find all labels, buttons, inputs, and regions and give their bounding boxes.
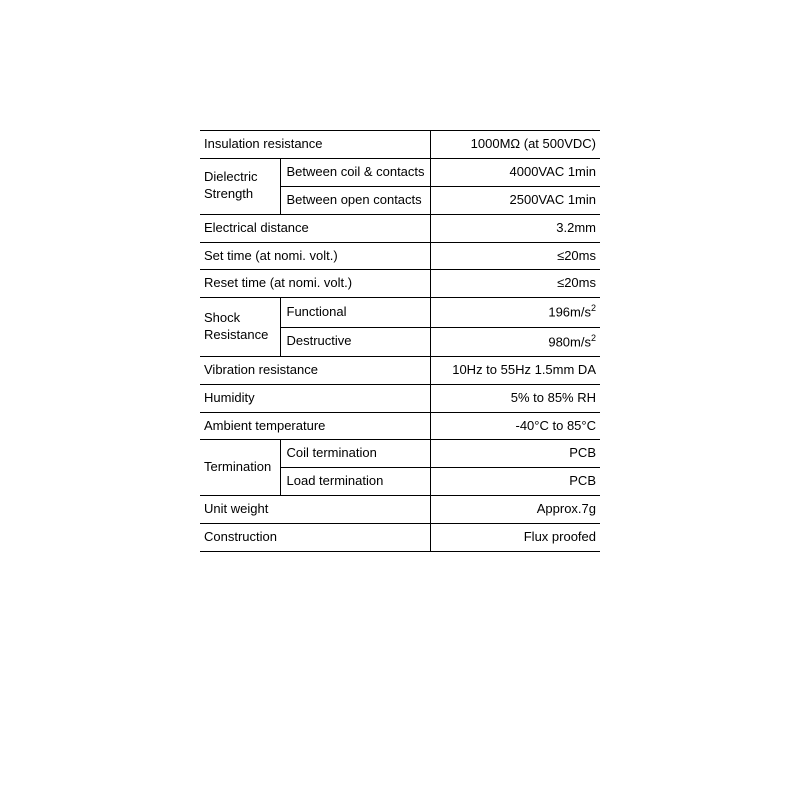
table-row: Electrical distance 3.2mm bbox=[200, 214, 600, 242]
spec-label: Set time (at nomi. volt.) bbox=[200, 242, 430, 270]
spec-value: 196m/s2 bbox=[430, 298, 600, 327]
spec-label: Electrical distance bbox=[200, 214, 430, 242]
spec-value: PCB bbox=[430, 440, 600, 468]
spec-sublabel: Coil termination bbox=[280, 440, 430, 468]
spec-label: Ambient temperature bbox=[200, 412, 430, 440]
spec-sublabel: Destructive bbox=[280, 327, 430, 356]
spec-sublabel: Load termination bbox=[280, 468, 430, 496]
spec-sublabel: Between open contacts bbox=[280, 186, 430, 214]
table-row: Set time (at nomi. volt.) ≤20ms bbox=[200, 242, 600, 270]
spec-value: -40°C to 85°C bbox=[430, 412, 600, 440]
table-row: Insulation resistance 1000MΩ (at 500VDC) bbox=[200, 131, 600, 159]
spec-value: 1000MΩ (at 500VDC) bbox=[430, 131, 600, 159]
spec-sublabel: Between coil & contacts bbox=[280, 158, 430, 186]
table-row: Vibration resistance 10Hz to 55Hz 1.5mm … bbox=[200, 356, 600, 384]
table-row: Humidity 5% to 85% RH bbox=[200, 384, 600, 412]
spec-sublabel: Functional bbox=[280, 298, 430, 327]
spec-value: 3.2mm bbox=[430, 214, 600, 242]
spec-label: Humidity bbox=[200, 384, 430, 412]
table-row: Reset time (at nomi. volt.) ≤20ms bbox=[200, 270, 600, 298]
specifications-table: Insulation resistance 1000MΩ (at 500VDC)… bbox=[200, 130, 600, 552]
spec-value: Flux proofed bbox=[430, 524, 600, 552]
table-row: Termination Coil termination PCB bbox=[200, 440, 600, 468]
table-row: Ambient temperature -40°C to 85°C bbox=[200, 412, 600, 440]
spec-value: ≤20ms bbox=[430, 242, 600, 270]
spec-label: Construction bbox=[200, 524, 430, 552]
spec-value: 10Hz to 55Hz 1.5mm DA bbox=[430, 356, 600, 384]
spec-label: Unit weight bbox=[200, 496, 430, 524]
spec-value: 4000VAC 1min bbox=[430, 158, 600, 186]
table-row: ShockResistance Functional 196m/s2 bbox=[200, 298, 600, 327]
table-row: DielectricStrength Between coil & contac… bbox=[200, 158, 600, 186]
spec-label: Vibration resistance bbox=[200, 356, 430, 384]
spec-label: Reset time (at nomi. volt.) bbox=[200, 270, 430, 298]
spec-group-label: DielectricStrength bbox=[200, 158, 280, 214]
spec-group-label: Termination bbox=[200, 440, 280, 496]
spec-value: 5% to 85% RH bbox=[430, 384, 600, 412]
spec-value: ≤20ms bbox=[430, 270, 600, 298]
spec-label: Insulation resistance bbox=[200, 131, 430, 159]
spec-value: Approx.7g bbox=[430, 496, 600, 524]
spec-value: 980m/s2 bbox=[430, 327, 600, 356]
table-row: Construction Flux proofed bbox=[200, 524, 600, 552]
spec-value: PCB bbox=[430, 468, 600, 496]
table-row: Unit weight Approx.7g bbox=[200, 496, 600, 524]
spec-value: 2500VAC 1min bbox=[430, 186, 600, 214]
spec-group-label: ShockResistance bbox=[200, 298, 280, 356]
